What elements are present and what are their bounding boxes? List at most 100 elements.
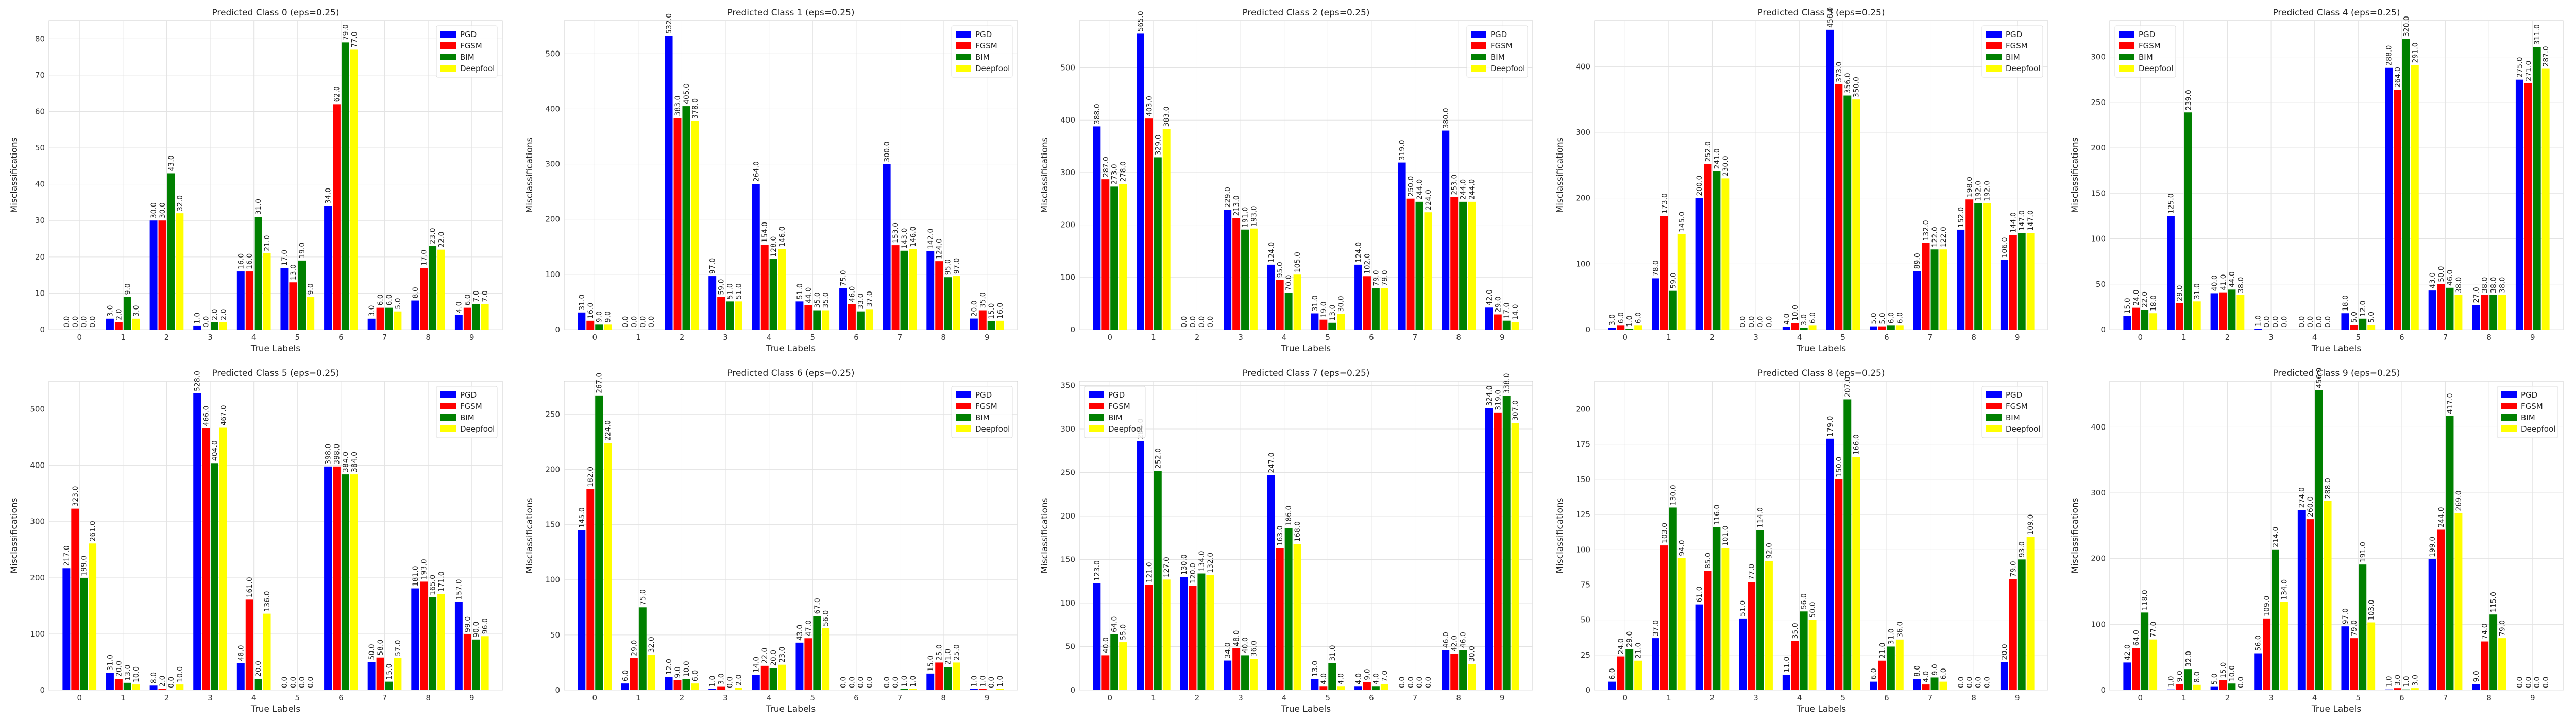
bar-bim-9 bbox=[2533, 47, 2541, 330]
bar-bim-1 bbox=[1669, 290, 1677, 330]
legend-swatch bbox=[1471, 42, 1486, 49]
data-label: 4.0 bbox=[1337, 673, 1346, 684]
bar-bim-4 bbox=[769, 259, 777, 330]
bar-fgsm-1 bbox=[1660, 216, 1668, 330]
data-label: 456.0 bbox=[1826, 7, 1835, 28]
data-label: 0.0 bbox=[89, 316, 97, 328]
bar-deepfool-4 bbox=[1808, 325, 1817, 330]
bar-pgd-7 bbox=[367, 318, 376, 330]
data-label: 0.0 bbox=[1984, 677, 1992, 688]
x-tick-label: 1 bbox=[121, 693, 126, 702]
legend-label: FGSM bbox=[2139, 41, 2161, 50]
data-label: 50.0 bbox=[2437, 266, 2446, 282]
data-label: 274.0 bbox=[2298, 487, 2306, 508]
y-tick-label: 200 bbox=[545, 465, 560, 474]
bar-bim-5 bbox=[2359, 318, 2367, 330]
data-label: 78.0 bbox=[1652, 260, 1660, 276]
data-label: 38.0 bbox=[2237, 277, 2245, 293]
bar-pgd-8 bbox=[1957, 229, 1965, 330]
bar-fgsm-6 bbox=[333, 104, 341, 330]
data-label: 0.0 bbox=[1198, 316, 1206, 328]
bar-deepfool-4 bbox=[1293, 544, 1301, 690]
data-label: 95.0 bbox=[1276, 262, 1284, 278]
legend-label: Deepfool bbox=[1490, 64, 1525, 73]
bar-bim-1 bbox=[1669, 507, 1677, 690]
data-label: 260.0 bbox=[2307, 496, 2315, 517]
bar-fgsm-2 bbox=[1704, 571, 1712, 690]
x-tick-label: 4 bbox=[2312, 333, 2317, 342]
data-label: 30.0 bbox=[1337, 296, 1346, 312]
data-label: 92.0 bbox=[1765, 543, 1773, 559]
x-tick-label: 6 bbox=[854, 693, 859, 702]
data-label: 34.0 bbox=[325, 188, 333, 204]
bar-deepfool-5 bbox=[307, 297, 315, 330]
data-label: 2.0 bbox=[211, 309, 219, 320]
bar-deepfool-0 bbox=[2149, 313, 2158, 330]
bar-pgd-0 bbox=[1608, 681, 1616, 690]
data-label: 23.0 bbox=[778, 647, 787, 663]
data-label: 0.0 bbox=[857, 677, 865, 688]
x-tick-label: 9 bbox=[985, 333, 990, 342]
legend-swatch bbox=[440, 403, 456, 409]
data-label: 1.0 bbox=[1626, 315, 1634, 327]
y-tick-label: 100 bbox=[1575, 545, 1590, 554]
x-tick-label: 3 bbox=[723, 333, 728, 342]
data-label: 3.0 bbox=[1608, 314, 1617, 325]
data-label: 20.0 bbox=[2001, 644, 2009, 660]
data-label: 6.0 bbox=[621, 670, 630, 681]
bar-fgsm-9 bbox=[463, 634, 471, 690]
legend-label: Deepfool bbox=[460, 64, 495, 73]
data-label: 35.0 bbox=[1791, 623, 1800, 639]
legend: PGD FGSM BIM Deepfool bbox=[1981, 25, 2043, 78]
legend-swatch bbox=[440, 425, 456, 432]
data-label: 34.0 bbox=[1224, 642, 1232, 658]
legend-swatch bbox=[1986, 425, 2002, 432]
bar-bim-6 bbox=[1371, 686, 1380, 690]
data-label: 0.0 bbox=[630, 316, 638, 328]
bar-deepfool-5 bbox=[1337, 686, 1345, 690]
bar-deepfool-8 bbox=[437, 594, 445, 690]
bar-fgsm-7 bbox=[2437, 529, 2445, 690]
chart-title: Predicted Class 4 (eps=0.25) bbox=[2273, 8, 2400, 18]
data-label: 40.0 bbox=[1242, 637, 1250, 653]
legend-label: BIM bbox=[460, 53, 474, 62]
data-label: 22.0 bbox=[2141, 291, 2149, 307]
data-label: 31.0 bbox=[106, 655, 114, 671]
data-label: 12.0 bbox=[2359, 301, 2367, 317]
y-tick-label: 300 bbox=[545, 160, 560, 169]
data-label: 565.0 bbox=[1137, 11, 1145, 31]
bar-fgsm-4 bbox=[1276, 280, 1284, 330]
data-label: 380.0 bbox=[1442, 108, 1450, 128]
data-label: 90.0 bbox=[472, 622, 481, 638]
bar-deepfool-7 bbox=[1424, 212, 1432, 330]
bar-bim-0 bbox=[1625, 329, 1634, 330]
data-label: 1.0 bbox=[194, 313, 202, 324]
legend-box bbox=[2114, 25, 2176, 78]
data-label: 163.0 bbox=[1276, 525, 1284, 546]
x-tick-label: 1 bbox=[1151, 693, 1156, 702]
data-label: 198.0 bbox=[1966, 177, 1974, 197]
bar-deepfool-0 bbox=[1634, 325, 1642, 330]
bar-pgd-5 bbox=[280, 268, 289, 330]
bar-fgsm-3 bbox=[717, 297, 725, 330]
bar-fgsm-4 bbox=[1791, 323, 1799, 330]
y-tick-label: 200 bbox=[2091, 143, 2106, 152]
x-tick-label: 2 bbox=[2225, 693, 2230, 702]
bar-deepfool-3 bbox=[2280, 602, 2288, 690]
data-label: 1.0 bbox=[709, 676, 717, 687]
bar-deepfool-2 bbox=[1721, 178, 1730, 330]
x-tick-label: 9 bbox=[985, 693, 990, 702]
data-label: 43.0 bbox=[2429, 272, 2437, 288]
legend-label: Deepfool bbox=[975, 64, 1010, 73]
bar-pgd-9 bbox=[2000, 662, 2008, 690]
data-label: 250.0 bbox=[1407, 176, 1415, 197]
bar-deepfool-3 bbox=[1250, 228, 1258, 330]
data-label: 307.0 bbox=[1512, 400, 1520, 421]
bar-deepfool-6 bbox=[2411, 65, 2419, 330]
x-tick-label: 2 bbox=[2225, 333, 2230, 342]
y-tick-label: 50 bbox=[550, 630, 560, 640]
y-axis-label: Misclassifications bbox=[524, 497, 535, 573]
bar-pgd-8 bbox=[2472, 684, 2480, 690]
bar-bim-0 bbox=[2141, 310, 2149, 330]
data-label: 32.0 bbox=[176, 195, 184, 211]
